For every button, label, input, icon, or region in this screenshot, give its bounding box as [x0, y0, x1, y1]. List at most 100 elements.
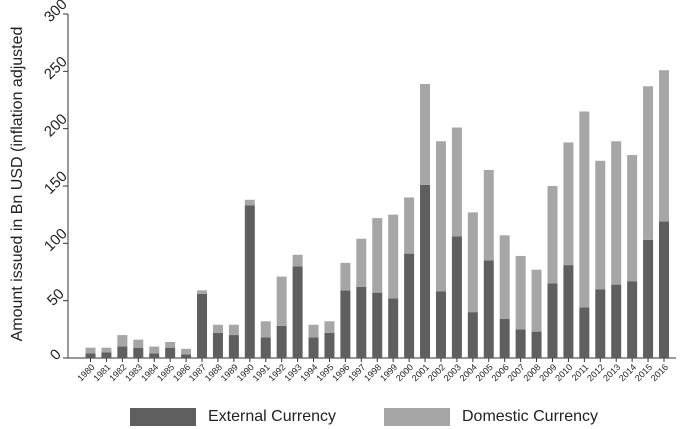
y-tick-label: 300: [41, 0, 71, 26]
bar-domestic-currency: [228, 324, 239, 336]
bar-domestic-currency: [212, 324, 223, 333]
bar-domestic-currency: [340, 262, 351, 291]
bar-domestic-currency: [324, 321, 335, 333]
x-tick-label: 1990: [235, 362, 256, 383]
bar-domestic-currency: [101, 347, 112, 353]
x-tick-label: 2000: [394, 362, 415, 383]
bar-domestic-currency: [467, 212, 478, 313]
legend-swatch-domestic: [384, 407, 450, 426]
bar-external-currency: [165, 347, 176, 358]
x-tick-label: 1994: [298, 362, 319, 383]
y-tick-label: 0: [47, 346, 65, 364]
bar-domestic-currency: [435, 141, 446, 292]
x-tick-label: 2009: [537, 362, 558, 383]
x-tick-label: 1997: [346, 362, 367, 383]
bar-domestic-currency: [372, 218, 383, 293]
bar-domestic-currency: [515, 255, 526, 330]
x-tick-label: 1992: [267, 362, 288, 383]
bar-domestic-currency: [627, 155, 638, 282]
bar-domestic-currency: [133, 339, 144, 348]
bar-external-currency: [643, 239, 654, 358]
legend-item-domestic: Domestic Currency: [384, 404, 598, 429]
bar-domestic-currency: [451, 127, 462, 237]
bar-domestic-currency: [260, 321, 271, 338]
y-tick-label: 50: [44, 286, 68, 310]
bar-domestic-currency: [404, 197, 415, 254]
bar-external-currency: [101, 352, 112, 358]
bar-external-currency: [483, 260, 494, 358]
bar-external-currency: [420, 184, 431, 358]
x-tick-label: 2013: [601, 362, 622, 383]
bar-domestic-currency: [483, 169, 494, 261]
x-tick-label: 2008: [521, 362, 542, 383]
bar-external-currency: [340, 290, 351, 358]
bar-external-currency: [579, 307, 590, 358]
y-tick-label: 200: [41, 111, 71, 141]
plot-area: 0 50 100 150 200 250 300 Amount issued in Bn US…: [9, 0, 676, 383]
bar-external-currency: [85, 353, 96, 358]
x-tick-label: 2001: [410, 362, 431, 383]
bar-external-currency: [324, 332, 335, 358]
x-tick-label: 1988: [203, 362, 224, 383]
x-tick-label: 1993: [282, 362, 303, 383]
bar-external-currency: [372, 292, 383, 358]
x-tick-label: 2007: [505, 362, 526, 383]
x-tick-label: 1984: [139, 362, 160, 383]
legend-label-domestic: Domestic Currency: [462, 407, 599, 425]
x-tick-label: 2010: [553, 362, 574, 383]
x-tick-label: 2003: [442, 362, 463, 383]
bar-external-currency: [515, 329, 526, 358]
bar-external-currency: [547, 283, 558, 358]
bar-domestic-currency: [499, 235, 510, 320]
x-tick-label: 2004: [458, 362, 479, 383]
y-tick-label: 250: [41, 53, 71, 83]
x-tick-label: 1982: [107, 362, 128, 383]
x-tick-label: 1987: [187, 362, 208, 383]
bar-external-currency: [212, 332, 223, 358]
x-tick-label: 1996: [330, 362, 351, 383]
bar-external-currency: [467, 312, 478, 358]
x-tick-label: 1983: [123, 362, 144, 383]
bar-domestic-currency: [149, 346, 160, 354]
bar-external-currency: [244, 205, 255, 358]
x-tick-label: 2016: [649, 362, 670, 383]
bar-external-currency: [133, 347, 144, 358]
y-tick-label: 100: [41, 225, 71, 255]
bar-domestic-currency: [85, 347, 96, 354]
x-tick-label: 2005: [474, 362, 495, 383]
bar-domestic-currency: [388, 214, 399, 299]
bar-external-currency: [595, 289, 606, 358]
bar-external-currency: [659, 221, 669, 358]
bar-external-currency: [531, 331, 542, 358]
x-tick-label: 2014: [617, 362, 638, 383]
x-tick-label: 1998: [362, 362, 383, 383]
bar-external-currency: [451, 236, 462, 358]
x-tick-label: 2012: [585, 362, 606, 383]
bar-external-currency: [627, 281, 638, 358]
bar-domestic-currency: [531, 269, 542, 332]
legend: External Currency Domestic Currency: [0, 404, 684, 429]
x-tick-label: 1985: [155, 362, 176, 383]
bar-external-currency: [228, 335, 239, 358]
bar-domestic-currency: [595, 160, 606, 290]
legend-swatch-external: [130, 407, 196, 426]
bar-domestic-currency: [579, 111, 590, 308]
y-axis-title: Amount issued in Bn USD (inflation adjus…: [9, 27, 26, 342]
bar-external-currency: [435, 291, 446, 358]
bar-domestic-currency: [611, 141, 622, 285]
bar-external-currency: [308, 337, 319, 358]
bar-external-currency: [260, 337, 271, 358]
bar-domestic-currency: [356, 238, 367, 287]
x-tick-label: 1995: [314, 362, 335, 383]
bar-external-currency: [611, 284, 622, 358]
bar-domestic-currency: [547, 186, 558, 284]
x-tick-label: 2006: [490, 362, 511, 383]
bar-domestic-currency: [276, 276, 287, 326]
legend-item-external: External Currency: [130, 404, 336, 429]
bar-external-currency: [356, 286, 367, 358]
bar-domestic-currency: [165, 341, 176, 348]
bar-domestic-currency: [659, 70, 669, 222]
x-tick-label: 1991: [251, 362, 272, 383]
bar-external-currency: [388, 298, 399, 358]
bar-external-currency: [563, 265, 574, 358]
